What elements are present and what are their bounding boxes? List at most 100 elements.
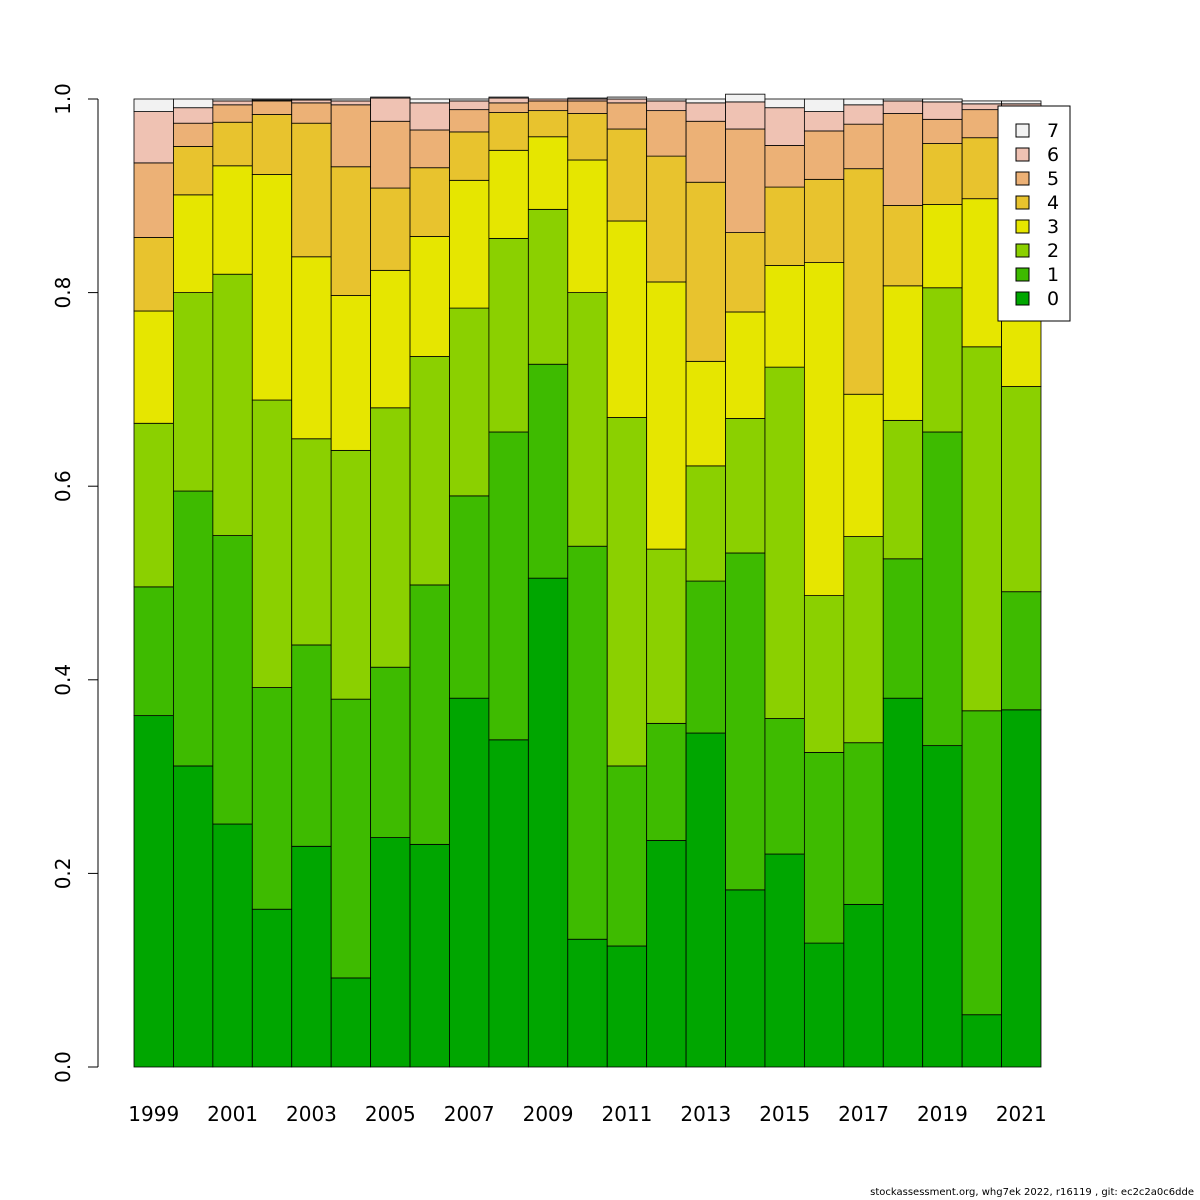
bar-2004-age-0 [330, 977, 372, 1068]
legend-swatch-2 [1015, 243, 1030, 258]
bar-2003-age-7 [291, 98, 332, 101]
bar-2016-age-0 [803, 942, 845, 1068]
bar-2015-age-4 [764, 186, 805, 266]
bar-2018-age-7 [882, 98, 924, 102]
bars-layer [133, 93, 1042, 1068]
x-tick-label: 2015 [759, 1102, 810, 1126]
bar-2001-age-3 [212, 165, 253, 275]
bar-2003-age-3 [291, 256, 332, 440]
bar-2016-age-1 [803, 752, 845, 944]
bar-1999-age-1 [133, 586, 174, 717]
bar-2017-age-7 [843, 98, 884, 106]
legend-swatch-7 [1015, 123, 1030, 138]
bar-2006-age-1 [409, 584, 450, 845]
bar-2019-age-5 [922, 118, 963, 144]
bar-2012-age-1 [646, 722, 687, 841]
bar-2019-age-7 [922, 98, 963, 103]
bar-2007-age-2 [449, 307, 490, 497]
bar-2001-age-2 [212, 273, 253, 536]
bar-2019-age-4 [922, 143, 963, 205]
bar-2009-age-0 [527, 577, 569, 1068]
bar-2005-age-1 [370, 666, 411, 838]
legend-label-7: 7 [1047, 120, 1059, 142]
bar-2000-age-2 [173, 292, 214, 492]
bar-2008-age-4 [488, 112, 529, 151]
bar-2002-age-2 [251, 399, 293, 688]
x-tick-label: 1999 [128, 1102, 179, 1126]
bar-2012-age-6 [646, 100, 687, 112]
bar-2007-age-5 [449, 109, 490, 133]
bar-2004-age-6 [330, 100, 372, 106]
legend-label-0: 0 [1047, 288, 1059, 310]
bar-2020-age-1 [961, 710, 1002, 1016]
bar-2017-age-1 [843, 742, 884, 905]
bar-2004-age-1 [330, 698, 372, 979]
bar-2005-age-3 [370, 269, 411, 409]
bar-2017-age-5 [843, 123, 884, 170]
bar-2012-age-3 [646, 281, 687, 550]
bar-2008-age-0 [488, 739, 529, 1068]
bar-2001-age-6 [212, 100, 253, 106]
bar-2006-age-2 [409, 356, 450, 586]
bar-2007-age-7 [449, 98, 490, 102]
bar-2019-age-0 [922, 745, 963, 1068]
bar-2012-age-2 [646, 548, 687, 724]
bar-2002-age-7 [251, 98, 293, 101]
bar-2013-age-5 [685, 120, 726, 183]
bar-1999-age-3 [133, 310, 174, 424]
y-tick-label: 0.2 [51, 857, 75, 889]
bar-2013-age-3 [685, 360, 726, 467]
bar-2005-age-2 [370, 407, 411, 668]
bar-2000-age-5 [173, 122, 214, 147]
bar-2021-age-7 [1001, 100, 1042, 105]
y-tick-label: 0.8 [51, 277, 75, 309]
bar-2020-age-4 [961, 137, 1002, 200]
bar-2001-age-1 [212, 535, 253, 825]
bar-2002-age-5 [251, 100, 293, 115]
bar-2008-age-7 [488, 96, 529, 99]
legend-label-5: 5 [1047, 168, 1059, 190]
bar-2015-age-0 [764, 853, 805, 1068]
bar-2006-age-6 [409, 102, 450, 131]
bar-2014-age-0 [725, 889, 766, 1068]
bar-2021-age-1 [1001, 591, 1042, 711]
bar-2013-age-4 [685, 181, 726, 362]
x-tick-label: 2003 [286, 1102, 337, 1126]
bar-2018-age-6 [882, 100, 924, 114]
bar-2003-age-6 [291, 99, 332, 104]
bar-2006-age-0 [409, 843, 450, 1068]
bar-1999-age-0 [133, 715, 174, 1068]
bar-2010-age-4 [567, 113, 608, 161]
x-tick-label: 2009 [523, 1102, 574, 1126]
x-axis: 1999 2001 2003 2005 2007 2009 2011 2013 2015 2017… [128, 1102, 1046, 1126]
bar-2001-age-5 [212, 104, 253, 123]
bar-2006-age-4 [409, 167, 450, 237]
bar-2011-age-1 [606, 765, 648, 947]
bar-2005-age-0 [370, 837, 411, 1068]
bar-2015-age-1 [764, 718, 805, 855]
legend-swatch-6 [1015, 147, 1030, 162]
x-tick-label: 2001 [207, 1102, 258, 1126]
bar-2010-age-0 [567, 938, 608, 1068]
bar-1999-age-5 [133, 162, 174, 238]
bar-2004-age-5 [330, 104, 372, 168]
bar-2013-age-2 [685, 465, 726, 582]
legend-swatch-3 [1015, 219, 1030, 234]
bar-2005-age-4 [370, 187, 411, 271]
bar-2012-age-0 [646, 840, 687, 1068]
bar-2018-age-5 [882, 113, 924, 206]
bar-2000-age-0 [173, 765, 214, 1068]
bar-2020-age-0 [961, 1014, 1002, 1068]
bar-2018-age-1 [882, 558, 924, 699]
bar-2007-age-1 [449, 495, 490, 699]
bar-2010-age-7 [567, 97, 608, 100]
legend-label-2: 2 [1047, 240, 1059, 262]
bar-2000-age-6 [173, 107, 214, 124]
bar-2018-age-0 [882, 697, 924, 1068]
bar-2000-age-4 [173, 146, 214, 196]
x-tick-label: 2007 [444, 1102, 495, 1126]
bar-2009-age-4 [527, 110, 569, 138]
bar-2005-age-6 [370, 97, 411, 122]
bar-2017-age-6 [843, 104, 884, 125]
